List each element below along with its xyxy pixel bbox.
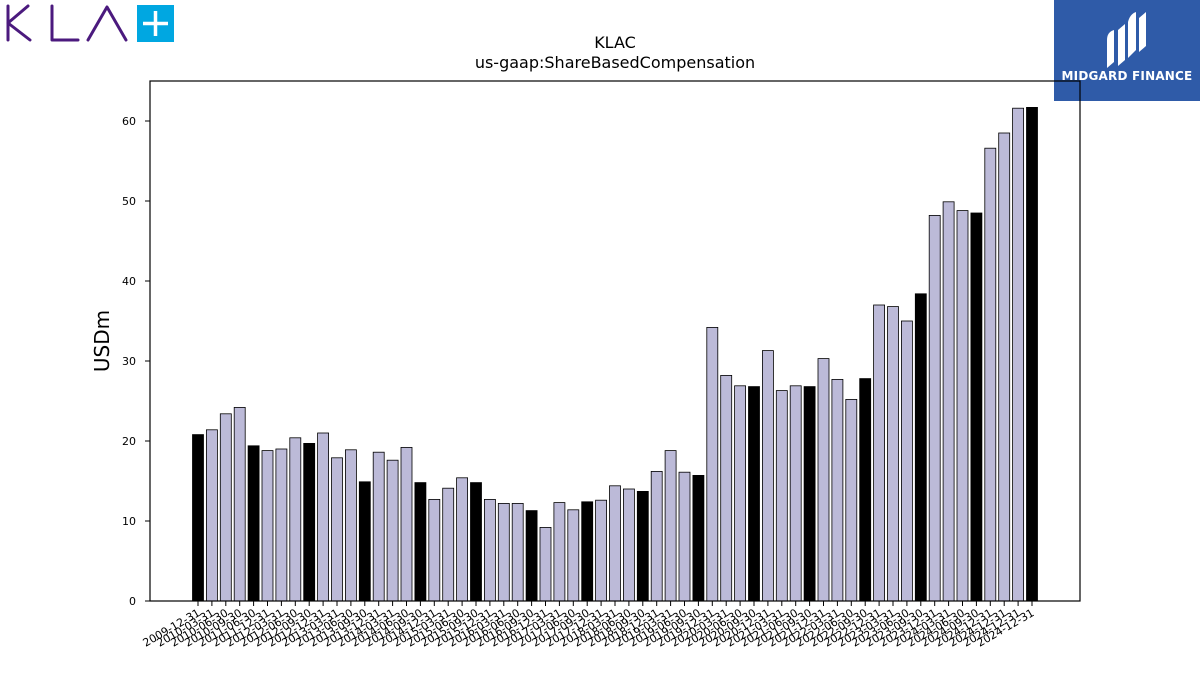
bar (956, 210, 969, 602)
bar (289, 437, 302, 602)
bar (650, 470, 663, 602)
bar (344, 449, 357, 602)
y-tick-label: 20 (122, 435, 136, 448)
y-tick-label: 40 (122, 275, 136, 288)
bar (414, 482, 427, 602)
kla-logo-wordmark (6, 4, 128, 42)
bar (762, 350, 774, 602)
bar (553, 502, 566, 602)
bar (442, 487, 455, 602)
bar (706, 326, 719, 602)
midgard-mark-icon (1107, 12, 1146, 68)
bar (678, 471, 691, 602)
bar (803, 386, 816, 602)
bar (887, 306, 899, 602)
y-tick-label: 60 (122, 115, 136, 128)
y-tick-label: 30 (122, 355, 136, 368)
bar (511, 502, 524, 602)
bar (372, 451, 385, 602)
bar (331, 457, 343, 602)
y-axis-label: USDm (90, 310, 114, 372)
bar (748, 386, 760, 602)
bar (497, 502, 510, 602)
bar (386, 459, 399, 602)
bar (984, 147, 997, 602)
bar (581, 501, 594, 602)
bar (789, 385, 802, 602)
plot-frame (149, 80, 1081, 602)
bar (942, 201, 955, 602)
bar (928, 214, 941, 602)
bar (859, 378, 872, 602)
bar (358, 481, 371, 602)
bar (845, 398, 858, 602)
bars-group (192, 107, 1038, 602)
bar (317, 432, 330, 602)
bar (623, 488, 635, 602)
y-ticks-group: 0 10 20 30 40 50 60 (122, 115, 150, 608)
bar (483, 498, 496, 602)
bar (720, 374, 733, 602)
bar (261, 450, 274, 602)
bar (539, 527, 552, 602)
bar (595, 499, 607, 602)
bar (775, 390, 788, 602)
bar (428, 498, 441, 602)
bar (233, 406, 246, 602)
kla-logo (6, 4, 174, 42)
plus-icon (143, 11, 168, 36)
bar (609, 485, 621, 602)
bar (205, 429, 218, 602)
bar (400, 446, 413, 602)
bar (247, 445, 260, 602)
bar (998, 132, 1011, 602)
bar (873, 304, 885, 602)
chart-subtitle: us-gaap:ShareBasedCompensation (475, 53, 755, 72)
bar (1012, 107, 1024, 602)
bar (831, 378, 844, 602)
bar (192, 434, 204, 602)
bar (636, 490, 649, 602)
y-tick-label: 10 (122, 515, 136, 528)
midgard-logo-text: MIDGARD FINANCE (1062, 69, 1193, 83)
y-tick-label: 0 (129, 595, 136, 608)
midgard-logo-box (1054, 0, 1200, 101)
bar (734, 385, 746, 602)
bar (303, 442, 316, 602)
bar (1026, 107, 1038, 602)
midgard-finance-logo: MIDGARD FINANCE (1054, 0, 1200, 101)
x-ticks-group: 2009-12-312010-03-312010-06-302010-09-30… (141, 601, 1037, 650)
bar (817, 358, 830, 602)
chart-title: KLAC (594, 33, 636, 52)
bar (567, 509, 580, 602)
bar (914, 293, 927, 602)
bar (219, 413, 232, 602)
bar (456, 477, 469, 602)
bar (970, 212, 983, 602)
y-tick-label: 50 (122, 195, 136, 208)
bar (692, 474, 705, 602)
bar (901, 320, 913, 602)
bar (470, 482, 482, 602)
bar (664, 450, 677, 602)
bar (275, 448, 288, 602)
bar (525, 510, 538, 602)
